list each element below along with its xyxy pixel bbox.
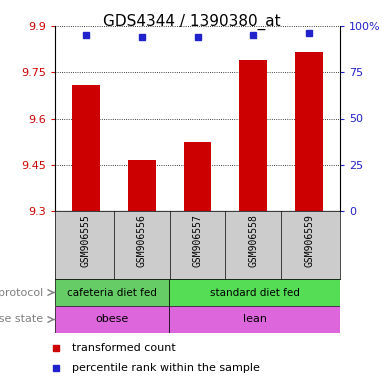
Bar — [55, 279, 169, 306]
Bar — [295, 52, 323, 211]
Bar — [72, 84, 100, 211]
Text: GSM906559: GSM906559 — [304, 214, 314, 267]
Text: standard diet fed: standard diet fed — [210, 288, 300, 298]
Text: obese: obese — [95, 314, 129, 324]
Text: lean: lean — [242, 314, 267, 324]
Text: cafeteria diet fed: cafeteria diet fed — [67, 288, 157, 298]
Bar — [55, 306, 169, 333]
Bar — [128, 160, 155, 211]
Bar — [169, 279, 340, 306]
Text: protocol: protocol — [0, 288, 44, 298]
Text: disease state: disease state — [0, 314, 44, 324]
Text: percentile rank within the sample: percentile rank within the sample — [72, 363, 260, 373]
Bar — [239, 60, 267, 211]
Text: GSM906556: GSM906556 — [137, 214, 147, 267]
Text: transformed count: transformed count — [72, 343, 176, 353]
Text: GSM906557: GSM906557 — [193, 214, 203, 267]
Bar — [183, 142, 211, 211]
Bar — [169, 306, 340, 333]
Text: GSM906558: GSM906558 — [249, 214, 259, 267]
Text: GDS4344 / 1390380_at: GDS4344 / 1390380_at — [103, 13, 280, 30]
Text: GSM906555: GSM906555 — [81, 214, 91, 267]
